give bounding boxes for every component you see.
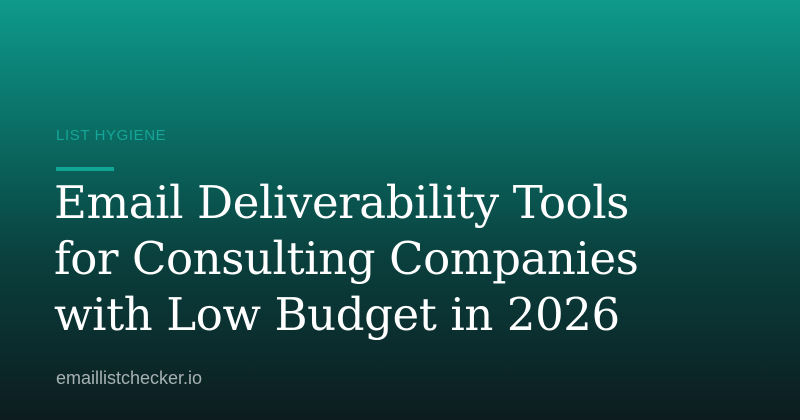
accent-divider xyxy=(56,167,114,171)
title-line: for Consulting Companies xyxy=(54,232,639,285)
site-domain: emaillistchecker.io xyxy=(56,368,203,388)
article-title: Email Deliverability Tools for Consultin… xyxy=(54,175,774,343)
title-line: Email Deliverability Tools xyxy=(54,176,629,229)
category-label: LIST HYGIENE xyxy=(56,127,167,144)
title-line: with Low Budget in 2026 xyxy=(54,288,620,341)
